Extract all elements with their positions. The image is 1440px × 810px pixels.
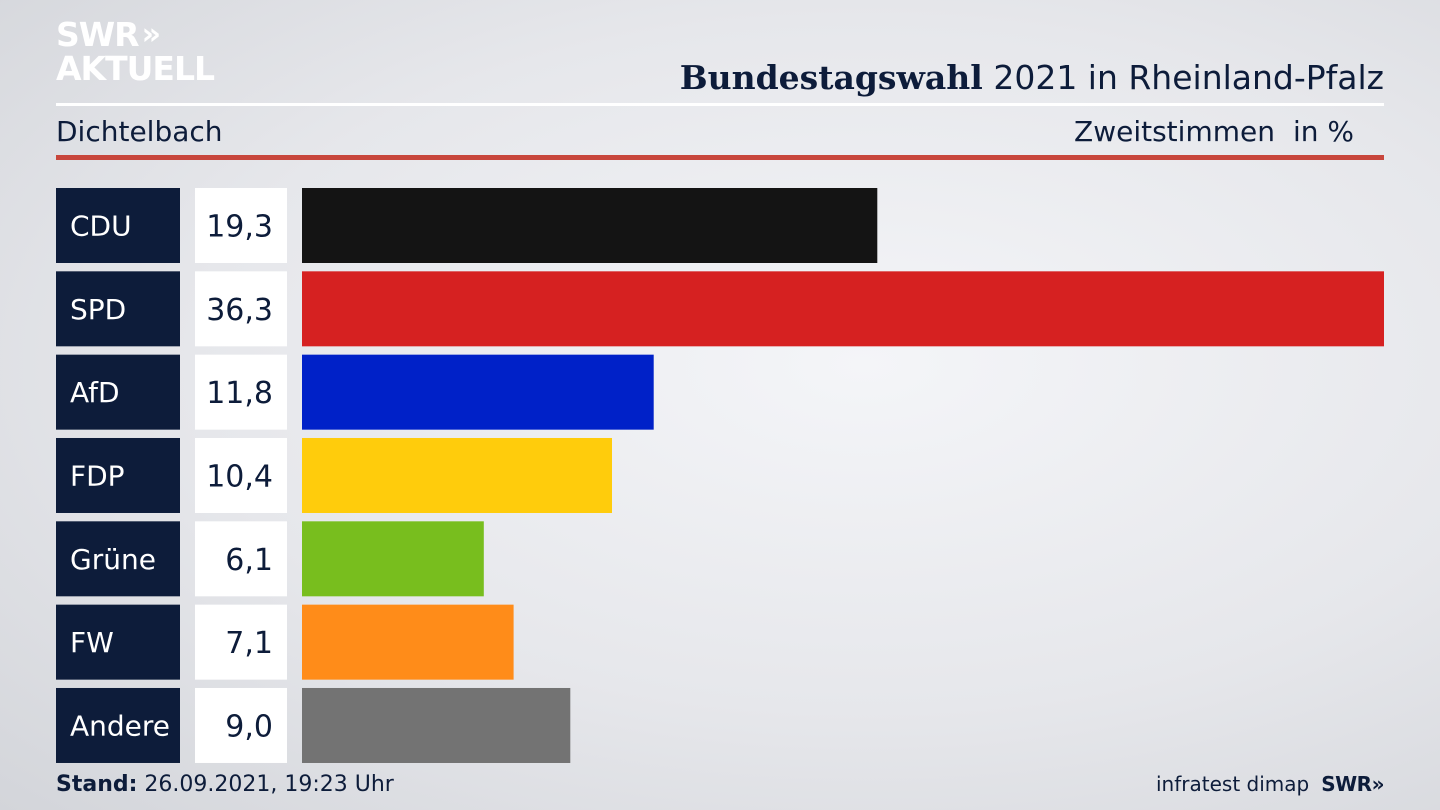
- logo-aktuell-text: AKTUELL: [56, 49, 215, 88]
- party-label-fdp: FDP: [70, 459, 125, 492]
- value-box-cdu: [195, 188, 287, 263]
- value-box-andere: [195, 687, 287, 763]
- source-credit: infratest dimap SWR»: [1156, 772, 1384, 796]
- party-label-box-fdp: [56, 437, 180, 513]
- subheader-divider: [56, 155, 1384, 160]
- measure-label: Zweitstimmen in %: [1074, 115, 1354, 148]
- bar-fw: [302, 604, 514, 680]
- title-rest: 2021 in Rheinland-Pfalz: [993, 58, 1384, 97]
- swr-aktuell-logo: SWR» AKTUELL: [56, 15, 215, 88]
- value-label-fdp: 10,4: [206, 459, 273, 494]
- value-label-afd: 11,8: [206, 376, 273, 411]
- value-label-cdu: 19,3: [206, 210, 273, 245]
- bar-gr-ne: [302, 521, 484, 597]
- measure-unit: in %: [1292, 115, 1354, 148]
- title-bold: Bundestagswahl: [679, 58, 983, 97]
- logo-swr-text: SWR: [56, 15, 140, 54]
- party-label-box-andere: [56, 687, 180, 763]
- timestamp: Stand: 26.09.2021, 19:23 Uhr: [56, 772, 394, 797]
- bar-andere: [302, 687, 571, 763]
- party-label-andere: Andere: [70, 709, 170, 742]
- value-box-afd: [195, 354, 287, 430]
- bar-spd: [302, 271, 1384, 347]
- header-divider: [56, 103, 1384, 106]
- party-label-afd: AfD: [70, 376, 120, 409]
- party-label-spd: SPD: [70, 293, 126, 326]
- value-label-andere: 9,0: [225, 709, 273, 744]
- party-label-box-fw: [56, 604, 180, 680]
- page-title: Bundestagswahl 2021 in Rheinland-Pfalz: [680, 58, 1384, 97]
- party-label-box-afd: [56, 354, 180, 430]
- timestamp-label: Stand:: [56, 772, 138, 797]
- value-box-fw: [195, 604, 287, 680]
- party-label-gr-ne: Grüne: [70, 543, 156, 576]
- value-label-spd: 36,3: [206, 293, 273, 328]
- value-label-fw: 7,1: [225, 626, 273, 661]
- timestamp-value: 26.09.2021, 19:23 Uhr: [144, 772, 394, 797]
- swr-brand-logo: SWR»: [1321, 772, 1384, 796]
- value-label-gr-ne: 6,1: [225, 543, 273, 578]
- bar-fdp: [302, 437, 612, 513]
- bar-afd: [302, 354, 654, 430]
- party-label-box-cdu: [56, 188, 180, 263]
- party-label-box-gr-ne: [56, 521, 180, 597]
- party-label-fw: FW: [70, 626, 114, 659]
- measure-type: Zweitstimmen: [1074, 115, 1275, 148]
- party-label-cdu: CDU: [70, 210, 132, 243]
- party-label-box-spd: [56, 271, 180, 347]
- municipality-name: Dichtelbach: [56, 115, 223, 148]
- source-name: infratest dimap: [1156, 772, 1310, 796]
- value-box-fdp: [195, 437, 287, 513]
- value-box-gr-ne: [195, 521, 287, 597]
- value-box-spd: [195, 271, 287, 347]
- bar-cdu: [302, 188, 878, 263]
